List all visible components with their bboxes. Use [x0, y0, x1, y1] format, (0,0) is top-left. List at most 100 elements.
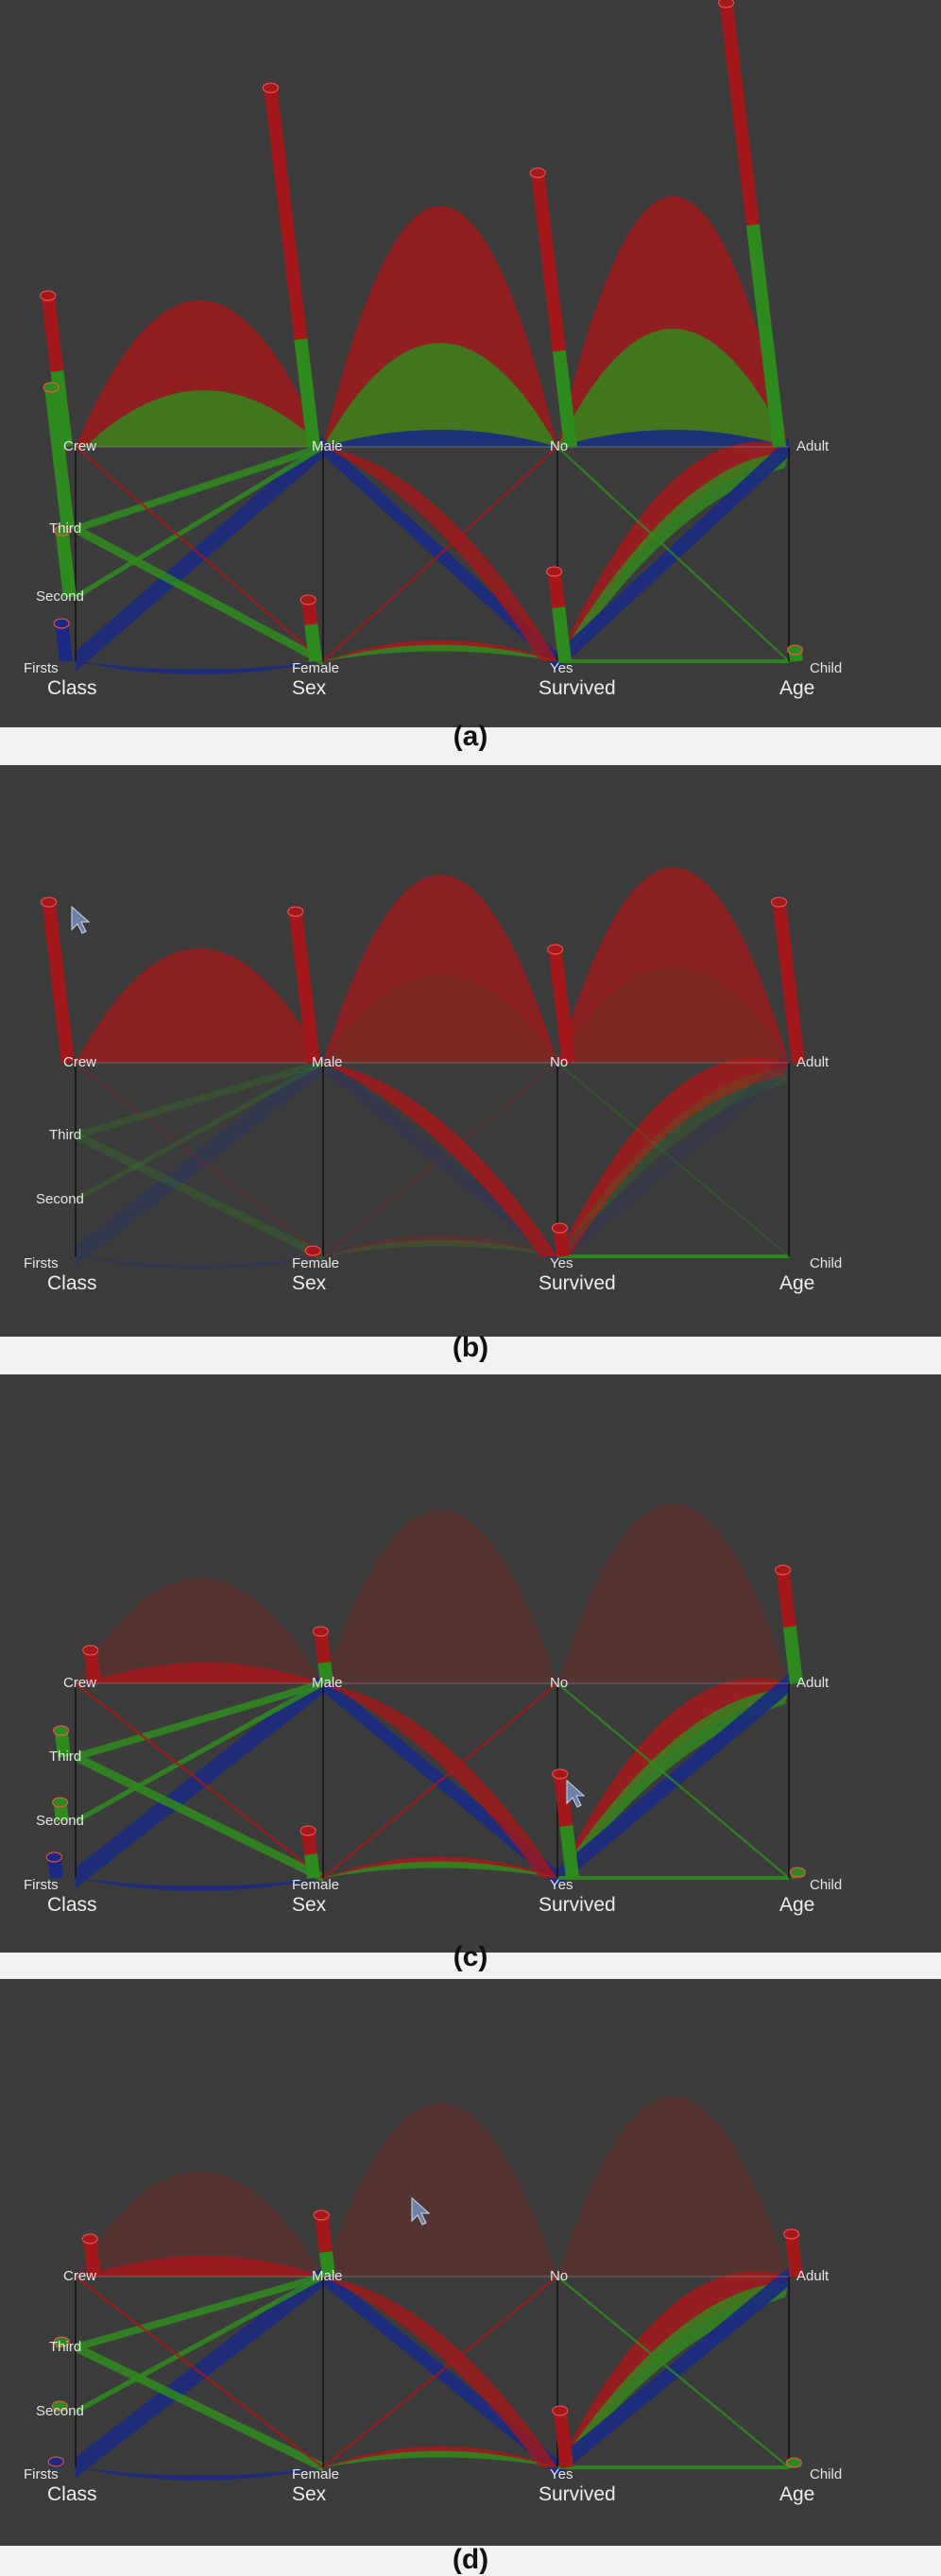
visualization-canvas[interactable]: Firsts Second Third Crew Female Male Yes No Chil… — [0, 765, 941, 1337]
parallel-sets-panel-2[interactable]: Firsts Second Third Crew Female Male Yes No Chil… — [0, 765, 941, 1337]
bar-cap — [552, 2405, 569, 2416]
visualization-canvas[interactable]: Firsts Second Third Crew Female Male Yes No Chil… — [0, 0, 941, 727]
category-label[interactable]: Crew — [63, 1675, 96, 1691]
parallel-sets-panel-4[interactable]: Firsts Second Third Crew Female Male Yes No Chil… — [0, 1979, 941, 2546]
bar-yes[interactable] — [551, 1222, 570, 1257]
bar-adult[interactable] — [771, 896, 805, 1064]
bar-no[interactable] — [529, 167, 577, 448]
category-label[interactable]: Child — [810, 1255, 842, 1271]
category-label[interactable]: Yes — [550, 1255, 573, 1271]
axis-titles: Class Sex Survived Age — [47, 677, 814, 699]
category-label[interactable]: No — [550, 1675, 568, 1691]
bar-male[interactable] — [262, 82, 320, 448]
category-label[interactable]: Adult — [796, 2268, 830, 2284]
category-label[interactable]: Male — [312, 2268, 343, 2284]
axis-title[interactable]: Survived — [539, 1894, 616, 1916]
bar-third[interactable] — [53, 1725, 71, 1758]
bar-adult[interactable] — [783, 2228, 803, 2277]
bar-adult[interactable] — [718, 0, 786, 448]
bar-child[interactable] — [785, 2457, 802, 2468]
category-label[interactable]: Female — [292, 1255, 339, 1271]
category-label[interactable]: Third — [49, 2339, 81, 2355]
axis-title[interactable]: Sex — [292, 1272, 327, 1294]
category-label[interactable]: Male — [312, 1675, 343, 1691]
category-label[interactable]: Second — [36, 1191, 84, 1207]
category-label[interactable]: Second — [36, 1813, 84, 1829]
bar-firsts[interactable] — [45, 1851, 63, 1879]
category-label[interactable]: Male — [312, 438, 343, 454]
axis-title[interactable]: Sex — [292, 2483, 327, 2505]
category-label[interactable]: Crew — [63, 438, 96, 454]
axis-title[interactable]: Sex — [292, 1894, 327, 1916]
category-label[interactable]: Adult — [796, 1054, 830, 1070]
bar-male[interactable] — [312, 1626, 334, 1684]
bar-yes[interactable] — [552, 1768, 579, 1879]
axis-title[interactable]: Survived — [539, 677, 616, 699]
bar-firsts[interactable] — [47, 2456, 64, 2468]
bar-second[interactable] — [51, 2400, 68, 2413]
bar-no[interactable] — [547, 944, 575, 1064]
category-label[interactable]: Crew — [63, 1054, 96, 1070]
bar-crew[interactable] — [40, 290, 73, 448]
category-label[interactable]: Third — [49, 1749, 81, 1765]
axis-title[interactable]: Sex — [292, 677, 327, 699]
category-label[interactable]: Firsts — [24, 1255, 59, 1271]
category-label[interactable]: Female — [292, 660, 339, 676]
category-label[interactable]: No — [550, 1054, 568, 1070]
axis-title[interactable]: Class — [47, 1894, 97, 1916]
category-label[interactable]: Firsts — [24, 660, 59, 676]
axis-title[interactable]: Age — [779, 1894, 814, 1916]
axis-title[interactable]: Class — [47, 2483, 97, 2505]
category-label[interactable]: Child — [810, 1877, 842, 1893]
axis-title[interactable]: Age — [779, 2483, 814, 2505]
category-label[interactable]: Firsts — [24, 1877, 59, 1893]
bar-yes[interactable] — [546, 566, 572, 662]
parallel-sets-panel-1[interactable]: Firsts Second Third Crew Female Male Yes No Chil… — [0, 0, 941, 727]
axis-title[interactable]: Age — [779, 677, 814, 699]
bar-second[interactable] — [52, 1797, 69, 1822]
bar-adult[interactable] — [775, 1564, 803, 1684]
category-label[interactable]: No — [550, 2268, 568, 2284]
bar-child[interactable] — [789, 1867, 806, 1879]
axis-title[interactable]: Survived — [539, 1272, 616, 1294]
visualization-canvas[interactable]: Firsts Second Third Crew Female Male Yes No Chil… — [0, 1979, 941, 2546]
bar-female[interactable] — [304, 1245, 321, 1257]
bar-third[interactable] — [43, 382, 75, 530]
category-label[interactable]: Second — [36, 589, 84, 605]
parallel-sets-panel-3[interactable]: Firsts Second Third Crew Female Male Yes No Chil… — [0, 1374, 941, 1953]
bar-male[interactable] — [313, 2209, 335, 2277]
visualization-canvas[interactable]: Firsts Second Third Crew Female Male Yes No Chil… — [0, 1374, 941, 1953]
category-label[interactable]: Second — [36, 2403, 84, 2419]
category-label[interactable]: Crew — [63, 2268, 96, 2284]
bar-crew[interactable] — [41, 896, 75, 1064]
axis-title[interactable]: Class — [47, 677, 97, 699]
bar-crew[interactable] — [82, 1645, 101, 1684]
category-label[interactable]: Female — [292, 2466, 339, 2482]
bar-female[interactable] — [299, 594, 322, 662]
category-label[interactable]: Third — [49, 1127, 81, 1143]
bar-firsts[interactable] — [53, 618, 73, 662]
category-label[interactable]: Yes — [550, 1877, 573, 1893]
axis-title[interactable]: Class — [47, 1272, 97, 1294]
bar-yes[interactable] — [552, 2405, 573, 2468]
category-label[interactable]: No — [550, 438, 568, 454]
bar-crew[interactable] — [81, 2233, 101, 2277]
axis-title[interactable]: Survived — [539, 2483, 616, 2505]
category-label[interactable]: Yes — [550, 2466, 573, 2482]
bar-female[interactable] — [299, 1825, 320, 1879]
bar-male[interactable] — [287, 906, 320, 1064]
axis-title[interactable]: Age — [779, 1272, 814, 1294]
category-label[interactable]: Third — [49, 520, 81, 537]
category-label[interactable]: Male — [312, 1054, 343, 1070]
category-label[interactable]: Adult — [796, 438, 830, 454]
category-label[interactable]: Firsts — [24, 2466, 59, 2482]
category-label[interactable]: Child — [810, 2466, 842, 2482]
category-label[interactable]: Child — [810, 660, 842, 676]
bar-third[interactable] — [53, 2336, 70, 2348]
category-label[interactable]: Yes — [550, 660, 573, 676]
category-label[interactable]: Adult — [796, 1675, 830, 1691]
category-label[interactable]: Female — [292, 1877, 339, 1893]
mouse-cursor-icon — [566, 1779, 586, 1808]
bar-child[interactable] — [787, 644, 804, 662]
bar-second[interactable] — [54, 525, 77, 598]
